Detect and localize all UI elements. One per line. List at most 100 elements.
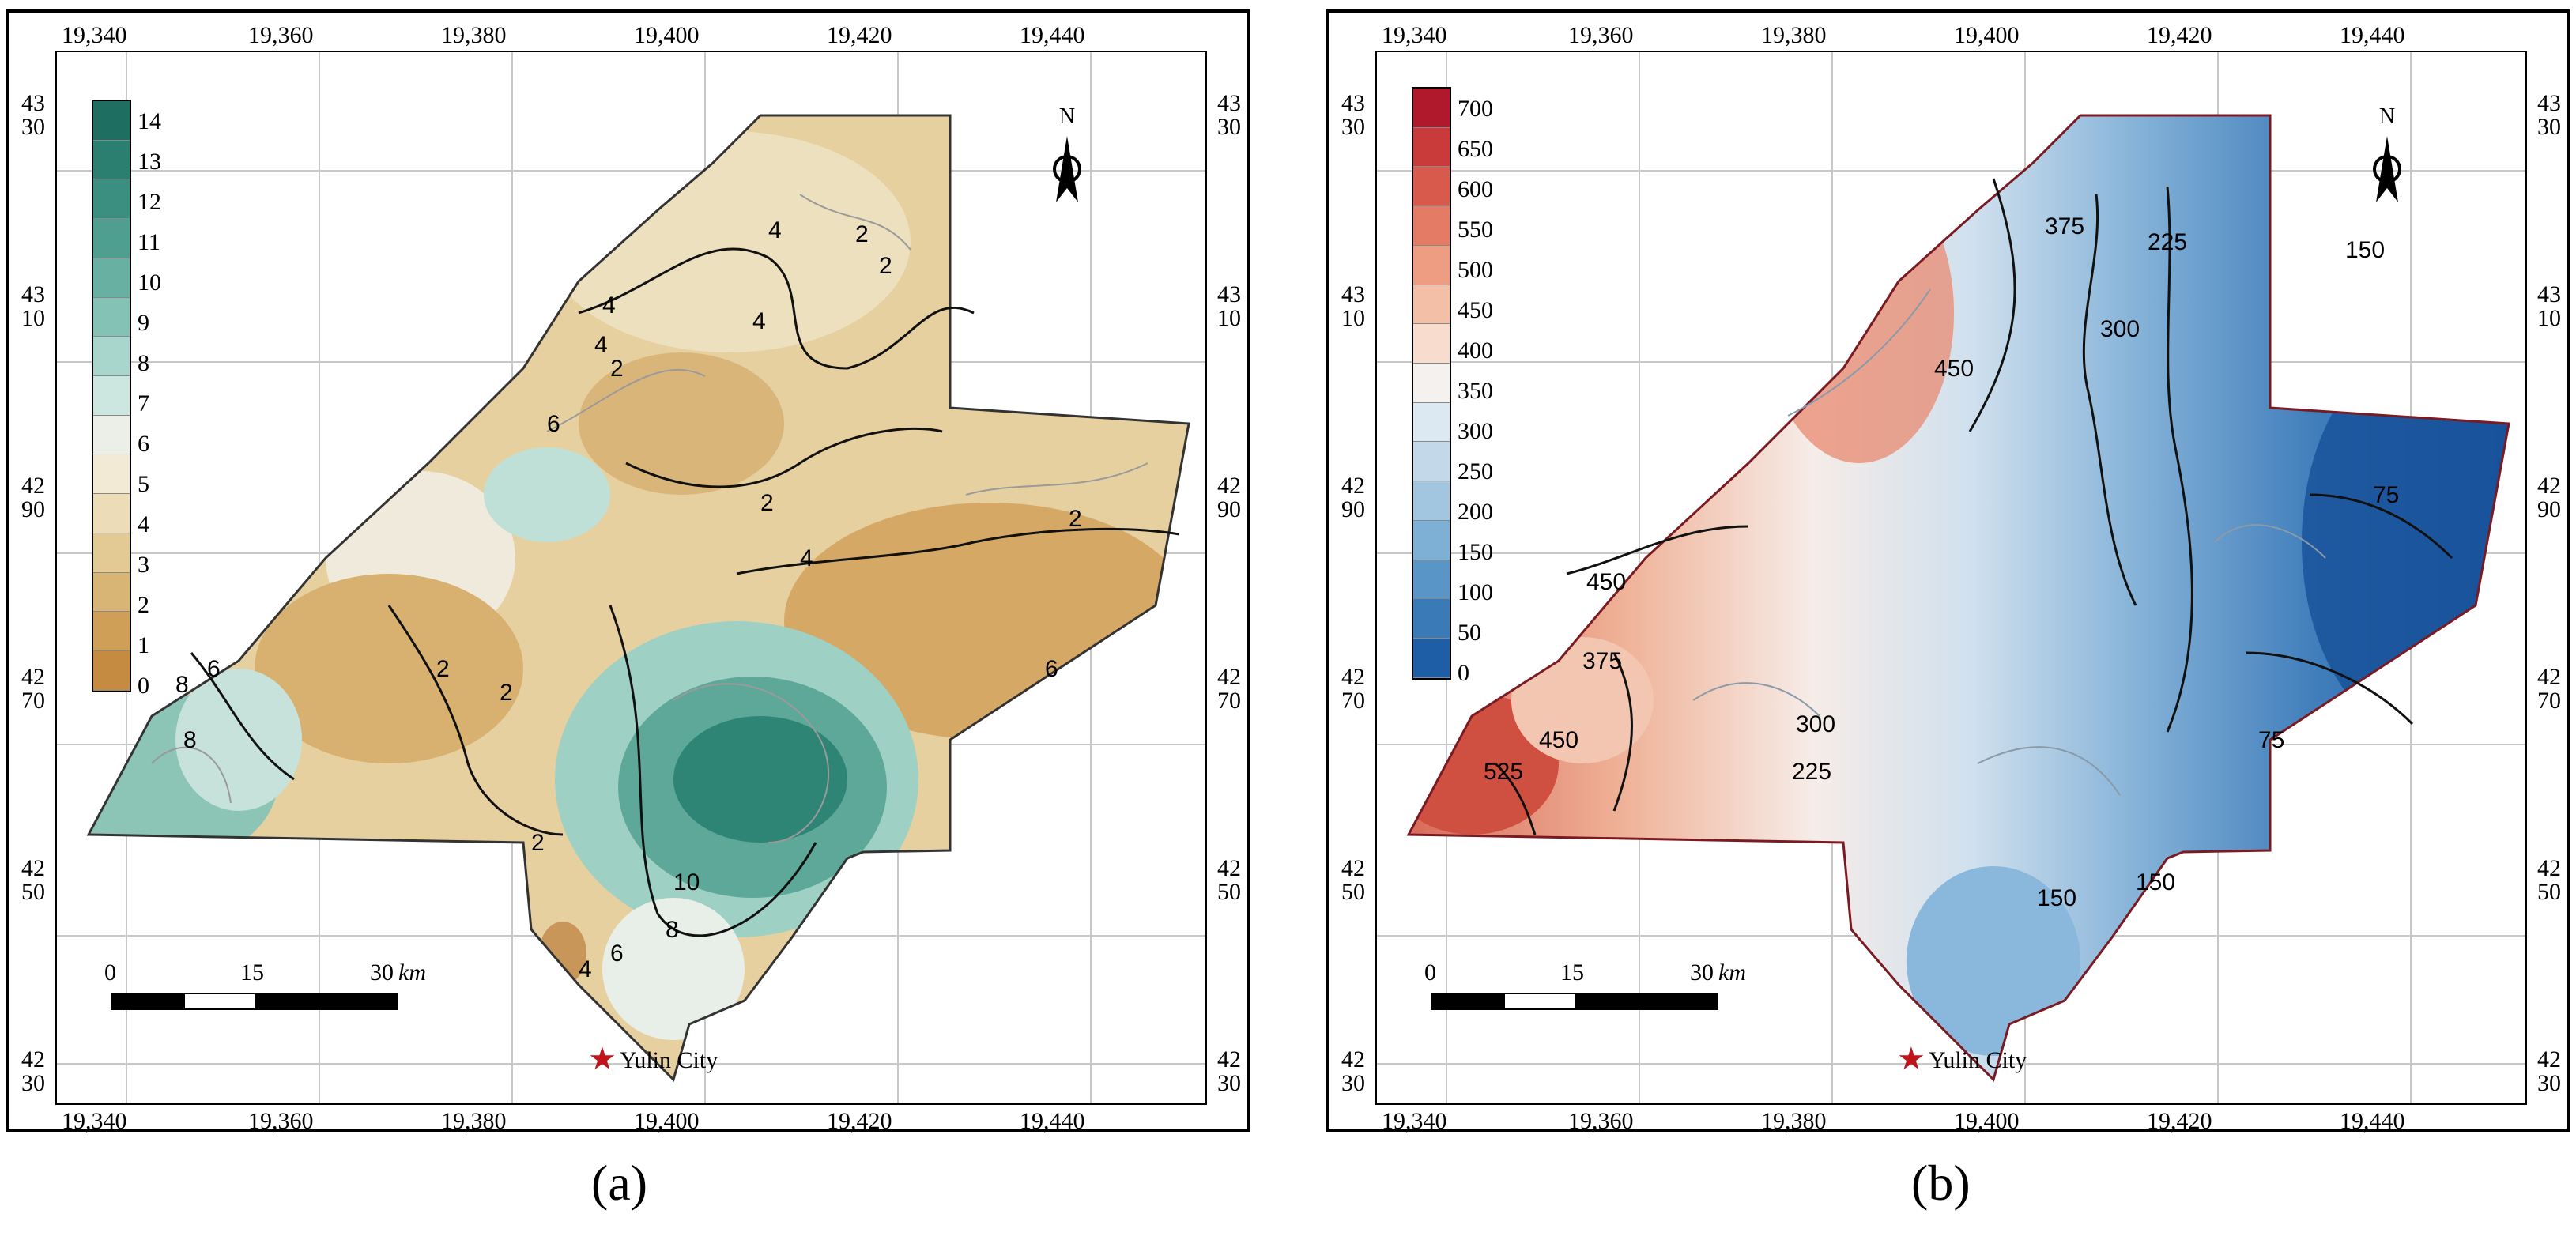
top-tick: 19,400 [1954, 22, 2020, 48]
map-fill-a [89, 115, 1189, 1080]
contour-label: 2 [760, 490, 774, 516]
lat-tick-left: 42 90 [1341, 473, 1365, 522]
lat-tick-right: 42 90 [1217, 473, 1241, 522]
contour-label: 2 [436, 656, 450, 682]
contour-label: 2 [1069, 506, 1082, 532]
top-tick: 19,340 [62, 22, 127, 48]
region-boundary [86, 114, 1190, 1082]
legend-swatch [1413, 89, 1450, 128]
legend-swatch [1413, 599, 1450, 639]
lat-tick-right: 42 70 [2537, 664, 2561, 714]
legend-labels: 14 13 12 11 10 9 8 7 6 5 4 3 2 1 0 [138, 108, 161, 699]
legend-labels: 700 650 600 550 500 450 400 350 300 250 200 150 100 5… [1458, 96, 1493, 686]
contour-label: 75 [2373, 482, 2399, 508]
legend-swatch [93, 140, 130, 180]
legend-bar [1412, 87, 1451, 680]
legend-swatch [1413, 560, 1450, 600]
scale-mid: 15 [240, 959, 264, 986]
top-tick: 19,440 [1020, 22, 1085, 48]
bottom-tick: 19,380 [441, 1108, 507, 1134]
legend-swatch [93, 651, 130, 691]
contour-label: 4 [602, 292, 616, 319]
legend-swatch [1413, 481, 1450, 521]
legend-swatch [93, 101, 130, 141]
contour-label: 8 [175, 672, 189, 698]
lat-tick-left: 42 30 [21, 1046, 45, 1096]
top-tick: 19,360 [1568, 22, 1634, 48]
scale-unit: km [398, 959, 426, 986]
contour-label: 2 [500, 680, 513, 706]
city-label: Yulin City [620, 1047, 718, 1073]
contour-label: 6 [547, 411, 560, 437]
contour-label: 300 [2100, 316, 2140, 342]
lat-tick-left: 42 70 [1341, 664, 1365, 714]
legend-swatch [93, 612, 130, 652]
north-arrow: N [1053, 104, 1081, 202]
lat-tick-right: 42 90 [2537, 473, 2561, 522]
bottom-tick: 19,420 [827, 1108, 892, 1134]
contour-label: 6 [1045, 656, 1058, 682]
bottom-tick: 19,380 [1761, 1108, 1827, 1134]
lat-tick-right: 42 50 [2537, 855, 2561, 905]
lat-tick-right: 42 30 [2537, 1046, 2561, 1096]
top-tick: 19,400 [634, 22, 700, 48]
legend-swatch [93, 179, 130, 220]
north-arrow-icon [1056, 136, 1078, 202]
lat-tick-right: 43 10 [2537, 281, 2561, 331]
minor-contours [1692, 288, 2326, 796]
legend-swatch [1413, 324, 1450, 364]
legend-swatch [93, 376, 130, 416]
scale-zero: 0 [104, 959, 116, 986]
map-frame: 4 2 2 4 2 4 2 2 4 2 2 8 6 8 10 8 6 4 2 6 [55, 51, 1207, 1105]
map-panel-b: 19,340 19,360 19,380 19,400 19,420 19,44… [1326, 9, 2570, 1134]
contour-label: 10 [673, 869, 700, 895]
bottom-tick: 19,360 [1568, 1108, 1634, 1134]
lat-tick-right: 43 30 [2537, 90, 2561, 140]
bottom-tick: 19,340 [62, 1108, 127, 1134]
scale-bar-a: 0 15 30 km [104, 959, 426, 1024]
contour-label: 4 [800, 545, 813, 571]
legend-swatch [1413, 520, 1450, 560]
legend-swatch [1413, 639, 1450, 678]
contour-label-group: 375 225 150 450 300 75 450 375 300 525 4… [1484, 213, 2399, 911]
contour-lines [190, 247, 1180, 937]
map-canvas-b: 375 225 150 450 300 75 450 375 300 525 4… [1377, 52, 2525, 1103]
star-icon: ★ [588, 1041, 617, 1076]
legend-swatch [1413, 402, 1450, 443]
top-tick: 19,420 [827, 22, 892, 48]
region-boundary [1406, 114, 2510, 1082]
scale-end: 30 [370, 959, 394, 986]
lat-tick-left: 43 30 [1341, 90, 1365, 140]
map-canvas-a: 4 2 2 4 2 4 2 2 4 2 2 8 6 8 10 8 6 4 2 6 [57, 52, 1205, 1103]
legend-swatch [1413, 167, 1450, 207]
contour-label: 300 [1796, 711, 1835, 737]
contour-label: 8 [666, 917, 679, 943]
legend-swatch [93, 572, 130, 613]
contour-label: 150 [2136, 869, 2175, 895]
legend-swatch [93, 454, 130, 495]
lat-tick-left: 42 50 [21, 855, 45, 905]
contour-label: 2 [531, 830, 545, 856]
legend-swatch [93, 219, 130, 258]
contour-label: 450 [1539, 727, 1578, 753]
contour-label: 525 [1484, 759, 1523, 785]
lat-tick-right: 42 70 [1217, 664, 1241, 714]
legend-swatch [1413, 245, 1450, 285]
contour-label: 375 [2045, 213, 2084, 239]
top-tick: 19,360 [248, 22, 314, 48]
scale-zero: 0 [1424, 959, 1436, 986]
lat-tick-right: 42 30 [1217, 1046, 1241, 1096]
contour-label: 2 [879, 253, 892, 279]
contour-label: 375 [1582, 648, 1622, 674]
lat-tick-left: 43 10 [21, 281, 45, 331]
lat-tick-left: 42 30 [1341, 1046, 1365, 1096]
contour-label: 6 [207, 656, 221, 682]
bottom-tick: 19,360 [248, 1108, 314, 1134]
contour-label: 150 [2037, 885, 2076, 911]
legend-swatch [93, 337, 130, 377]
north-label: N [2379, 104, 2395, 129]
bottom-tick: 19,420 [2147, 1108, 2212, 1134]
legend-swatch [93, 415, 130, 455]
legend-swatch [93, 533, 130, 573]
legend-swatch [93, 297, 130, 337]
